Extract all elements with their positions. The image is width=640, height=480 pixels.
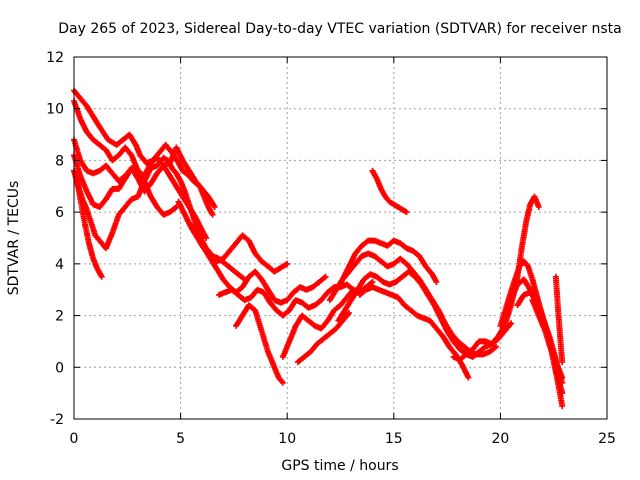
series-markers	[73, 172, 105, 280]
x-tick-label: 20	[491, 431, 509, 447]
series-s10	[233, 302, 286, 386]
x-tick-label: 5	[176, 431, 185, 447]
series-s17	[369, 167, 410, 216]
series-markers	[294, 310, 352, 366]
y-tick-label: 0	[55, 360, 64, 376]
axes: 0 5 10 15 20 25 -2 0 2 4 6 8 10 12	[46, 50, 616, 447]
series-markers	[279, 286, 357, 360]
y-tick-label: 12	[46, 50, 64, 66]
series-markers	[326, 250, 500, 358]
series-s23	[552, 273, 566, 366]
x-tick-label: 15	[385, 431, 403, 447]
chart-title: Day 265 of 2023, Sidereal Day-to-day VTE…	[58, 21, 621, 37]
x-axis-label: GPS time / hours	[281, 458, 398, 474]
series-s22	[529, 297, 566, 410]
series-markers	[529, 297, 566, 410]
series-markers	[233, 302, 286, 386]
series-markers	[356, 284, 472, 381]
series-s8	[188, 222, 329, 306]
y-tick-label: 10	[46, 102, 64, 118]
y-tick-label: -2	[50, 412, 64, 428]
x-tick-label: 0	[70, 431, 79, 447]
series-markers	[450, 193, 542, 363]
series-s6	[73, 172, 105, 280]
x-tick-label: 25	[598, 431, 616, 447]
series-s15	[335, 268, 515, 360]
series-markers	[552, 273, 566, 366]
series-s16	[356, 284, 472, 381]
series-s12	[294, 310, 352, 366]
y-axis-label: SDTVAR / TECUs	[6, 181, 22, 296]
series-s14	[326, 250, 500, 358]
series-markers	[188, 222, 329, 306]
plot-frame	[73, 56, 608, 420]
data-marks	[71, 87, 566, 410]
y-tick-label: 4	[55, 257, 64, 273]
grid	[74, 57, 607, 419]
y-tick-label: 2	[55, 309, 64, 325]
y-tick-label: 8	[55, 153, 64, 169]
series-markers	[335, 268, 515, 360]
series-markers	[369, 167, 410, 216]
series-s18	[450, 193, 542, 363]
y-tick-label: 6	[55, 205, 64, 221]
series-s11	[279, 286, 357, 360]
x-tick-label: 10	[278, 431, 296, 447]
